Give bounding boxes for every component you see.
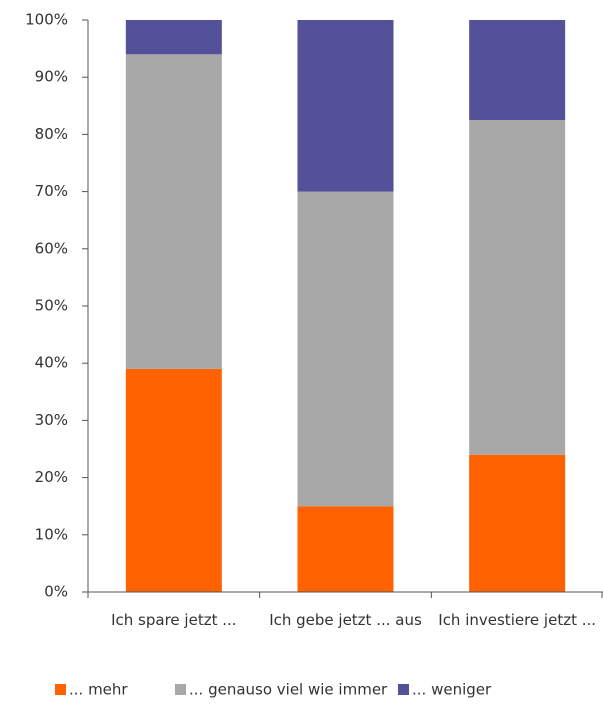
bar-segment <box>297 20 394 192</box>
bar-segment <box>469 20 566 121</box>
bar-segment <box>125 20 222 55</box>
y-tick-label: 100% <box>25 11 68 29</box>
legend-swatch <box>398 684 409 695</box>
y-tick-label: 50% <box>35 297 68 315</box>
y-tick-label: 20% <box>35 468 68 486</box>
x-tick-label: Ich gebe jetzt ... aus <box>269 611 422 629</box>
y-tick-label: 40% <box>35 354 68 372</box>
bar-segment <box>469 454 566 592</box>
bar-segment <box>125 54 222 369</box>
legend-label: ... mehr <box>69 681 128 699</box>
bar-segment <box>297 506 394 592</box>
y-tick-label: 30% <box>35 411 68 429</box>
bar-segment <box>469 120 566 455</box>
y-tick-label: 70% <box>35 182 68 200</box>
bar-segment <box>125 368 222 592</box>
x-tick-label: Ich spare jetzt ... <box>111 611 237 629</box>
y-tick-label: 60% <box>35 239 68 257</box>
legend-swatch <box>175 684 186 695</box>
y-tick-label: 90% <box>35 68 68 86</box>
y-tick-label: 80% <box>35 125 68 143</box>
legend-label: ... weniger <box>412 681 492 699</box>
y-tick-label: 0% <box>44 583 68 601</box>
bar-segment <box>297 191 394 507</box>
legend-swatch <box>55 684 66 695</box>
x-tick-label: Ich investiere jetzt ... <box>438 611 597 629</box>
legend-label: ... genauso viel wie immer <box>189 681 388 699</box>
y-tick-label: 10% <box>35 525 68 543</box>
